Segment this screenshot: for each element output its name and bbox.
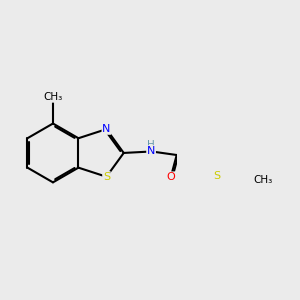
Text: N: N <box>147 146 155 156</box>
Text: H: H <box>147 140 155 150</box>
Text: CH₃: CH₃ <box>254 175 273 185</box>
Text: S: S <box>213 171 220 181</box>
Text: O: O <box>167 172 175 182</box>
Text: S: S <box>103 172 110 182</box>
Text: N: N <box>102 124 111 134</box>
Text: CH₃: CH₃ <box>43 92 63 102</box>
